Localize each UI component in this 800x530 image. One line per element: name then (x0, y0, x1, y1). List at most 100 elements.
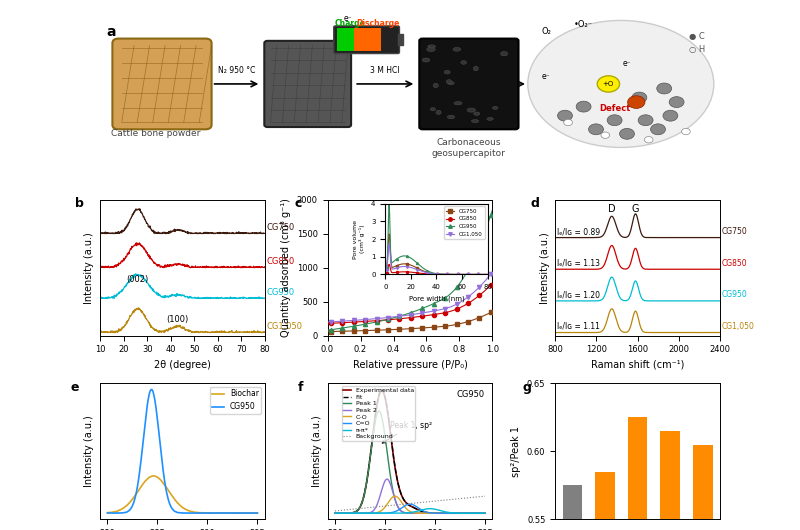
Text: b: b (75, 197, 84, 210)
Ellipse shape (422, 58, 430, 62)
C=O (457, 510, 466, 516)
Text: Iₑ/Iɢ = 1.20: Iₑ/Iɢ = 1.20 (557, 290, 600, 299)
Text: Iₑ/Iɢ = 1.11: Iₑ/Iɢ = 1.11 (557, 322, 600, 331)
Ellipse shape (447, 115, 454, 119)
Line: C=O: C=O (335, 504, 485, 513)
Text: CG850: CG850 (722, 259, 748, 268)
Legend: Experimental data, Fit, Peak 1, Peak 2, C-O, C=O, π-π*, Background: Experimental data, Fit, Peak 1, Peak 2, … (342, 386, 415, 440)
Text: f: f (298, 381, 303, 394)
Text: d: d (530, 197, 539, 210)
CG950 (239, 510, 249, 516)
Bar (562, 485, 582, 530)
π-π* (425, 506, 434, 512)
Biochar (239, 510, 249, 516)
Peak 1 (466, 510, 476, 516)
CG950 (253, 510, 262, 516)
Background (330, 508, 340, 514)
C-O (422, 510, 432, 516)
Ellipse shape (471, 120, 478, 122)
Peak 1 (330, 510, 340, 516)
Line: Fit: Fit (335, 390, 485, 513)
Biochar (243, 510, 253, 516)
Biochar (102, 509, 112, 516)
Line: Experimental data: Experimental data (335, 391, 485, 513)
Fit (457, 510, 466, 516)
C=O (422, 509, 432, 516)
Text: CG750: CG750 (266, 223, 294, 232)
Experimental data (457, 510, 466, 516)
Ellipse shape (492, 107, 498, 109)
Circle shape (576, 101, 591, 112)
Line: C-O: C-O (335, 496, 485, 513)
Ellipse shape (428, 45, 436, 48)
Bar (337, 28, 365, 51)
Ellipse shape (430, 108, 435, 111)
C-O (457, 510, 466, 516)
Peak 2 (480, 510, 490, 516)
Text: Discharge: Discharge (357, 19, 400, 28)
Text: a: a (106, 25, 116, 39)
Circle shape (564, 119, 573, 126)
FancyBboxPatch shape (264, 41, 351, 127)
Ellipse shape (453, 47, 461, 51)
C=O (466, 510, 476, 516)
Legend: Biochar, CG950: Biochar, CG950 (210, 387, 261, 413)
Peak 2 (420, 510, 430, 516)
π-π* (457, 510, 466, 516)
X-axis label: Raman shift (cm⁻¹): Raman shift (cm⁻¹) (591, 360, 684, 370)
CG950 (147, 386, 157, 393)
Text: ○ H: ○ H (689, 45, 706, 54)
Fit (330, 510, 340, 516)
Fit (330, 510, 340, 516)
Text: Charge: Charge (335, 19, 366, 28)
CG950 (230, 510, 239, 516)
Circle shape (644, 137, 653, 143)
Fit (466, 510, 476, 516)
π-π* (480, 510, 490, 516)
CG950 (192, 510, 202, 516)
Text: Cattle bone powder: Cattle bone powder (111, 129, 201, 138)
Background (457, 496, 466, 502)
Line: Peak 1: Peak 1 (335, 411, 485, 513)
Background (330, 508, 340, 514)
Circle shape (669, 96, 684, 108)
Ellipse shape (461, 60, 466, 64)
Ellipse shape (528, 21, 714, 147)
Text: CG950: CG950 (722, 290, 748, 299)
CG950 (242, 510, 251, 516)
FancyBboxPatch shape (419, 39, 518, 129)
Text: e⁻: e⁻ (622, 59, 631, 68)
C-O (419, 510, 429, 516)
Biochar (230, 510, 239, 516)
π-π* (422, 506, 431, 512)
Biochar (253, 510, 262, 516)
CG950 (103, 510, 113, 516)
CG950 (102, 510, 112, 516)
Y-axis label: Intensity (a.u.): Intensity (a.u.) (312, 416, 322, 487)
C=O (419, 508, 429, 515)
Circle shape (558, 110, 573, 121)
Text: Defect: Defect (599, 104, 630, 113)
Text: ● C: ● C (689, 32, 705, 41)
Circle shape (650, 124, 666, 135)
Bar (354, 28, 382, 51)
Circle shape (607, 115, 622, 126)
C-O (466, 510, 476, 516)
FancyBboxPatch shape (334, 26, 399, 54)
π-π* (419, 506, 429, 513)
Text: (002): (002) (126, 275, 149, 284)
Text: CG1,050: CG1,050 (266, 322, 302, 331)
Y-axis label: Intensity (a.u.): Intensity (a.u.) (539, 232, 550, 304)
Ellipse shape (444, 70, 450, 74)
Biochar (195, 509, 205, 516)
Peak 1 (457, 510, 466, 516)
Experimental data (422, 509, 432, 516)
CG950 (193, 510, 202, 516)
Biochar (193, 509, 202, 516)
Y-axis label: Intensity (a.u.): Intensity (a.u.) (85, 232, 94, 304)
Experimental data (420, 509, 430, 515)
Y-axis label: sp²/Peak 1: sp²/Peak 1 (511, 426, 522, 477)
Bar (398, 34, 402, 46)
Background (419, 499, 429, 505)
Text: Carbonaceous
geosupercapitor: Carbonaceous geosupercapitor (432, 138, 506, 158)
